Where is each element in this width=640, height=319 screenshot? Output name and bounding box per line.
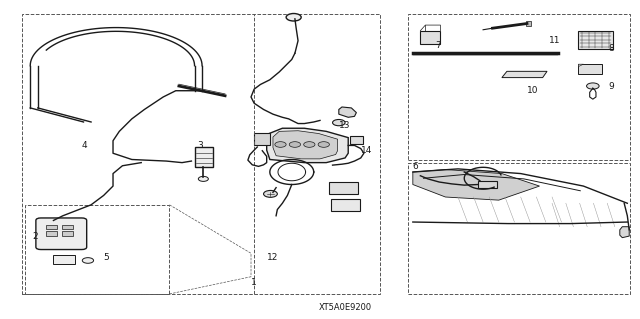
Text: 3: 3 bbox=[198, 141, 204, 150]
Text: 7: 7 bbox=[435, 41, 441, 50]
Text: XT5A0E9200: XT5A0E9200 bbox=[319, 303, 372, 313]
Bar bbox=[330, 182, 358, 194]
Bar bbox=[332, 199, 360, 211]
Bar bbox=[46, 231, 57, 236]
Circle shape bbox=[289, 142, 301, 147]
Bar bbox=[478, 181, 497, 188]
Text: 8: 8 bbox=[609, 44, 614, 53]
Bar bbox=[61, 225, 73, 229]
Circle shape bbox=[587, 83, 599, 89]
Bar bbox=[408, 14, 630, 160]
Bar bbox=[579, 31, 613, 48]
Text: 12: 12 bbox=[267, 254, 278, 263]
Circle shape bbox=[304, 142, 315, 147]
Circle shape bbox=[275, 142, 286, 147]
Circle shape bbox=[83, 258, 93, 263]
Bar bbox=[54, 256, 76, 264]
FancyBboxPatch shape bbox=[254, 133, 270, 145]
Circle shape bbox=[333, 120, 345, 126]
Bar bbox=[195, 147, 213, 167]
Bar bbox=[46, 225, 57, 229]
Polygon shape bbox=[620, 227, 629, 238]
Text: 1: 1 bbox=[251, 278, 257, 287]
Text: 9: 9 bbox=[609, 82, 614, 91]
Text: 6: 6 bbox=[413, 162, 419, 171]
Circle shape bbox=[318, 142, 330, 147]
Bar bbox=[579, 64, 602, 73]
Text: 4: 4 bbox=[82, 141, 87, 150]
Bar bbox=[350, 136, 363, 145]
Text: 14: 14 bbox=[361, 145, 372, 155]
Bar bbox=[408, 163, 630, 294]
Polygon shape bbox=[413, 169, 540, 200]
Text: 10: 10 bbox=[527, 86, 538, 95]
Polygon shape bbox=[579, 64, 584, 67]
Polygon shape bbox=[339, 107, 356, 117]
Text: 2: 2 bbox=[33, 232, 38, 241]
Polygon shape bbox=[273, 131, 337, 159]
Bar bbox=[61, 231, 73, 236]
Polygon shape bbox=[267, 128, 348, 163]
Text: 5: 5 bbox=[104, 254, 109, 263]
Bar bbox=[25, 205, 170, 294]
Polygon shape bbox=[502, 71, 547, 78]
Bar bbox=[22, 14, 380, 294]
FancyBboxPatch shape bbox=[36, 218, 86, 249]
Text: 11: 11 bbox=[549, 36, 561, 45]
Circle shape bbox=[198, 176, 209, 182]
Circle shape bbox=[264, 190, 277, 197]
Text: 13: 13 bbox=[339, 121, 350, 130]
FancyBboxPatch shape bbox=[420, 31, 440, 44]
Circle shape bbox=[286, 13, 301, 21]
Bar bbox=[525, 21, 531, 26]
